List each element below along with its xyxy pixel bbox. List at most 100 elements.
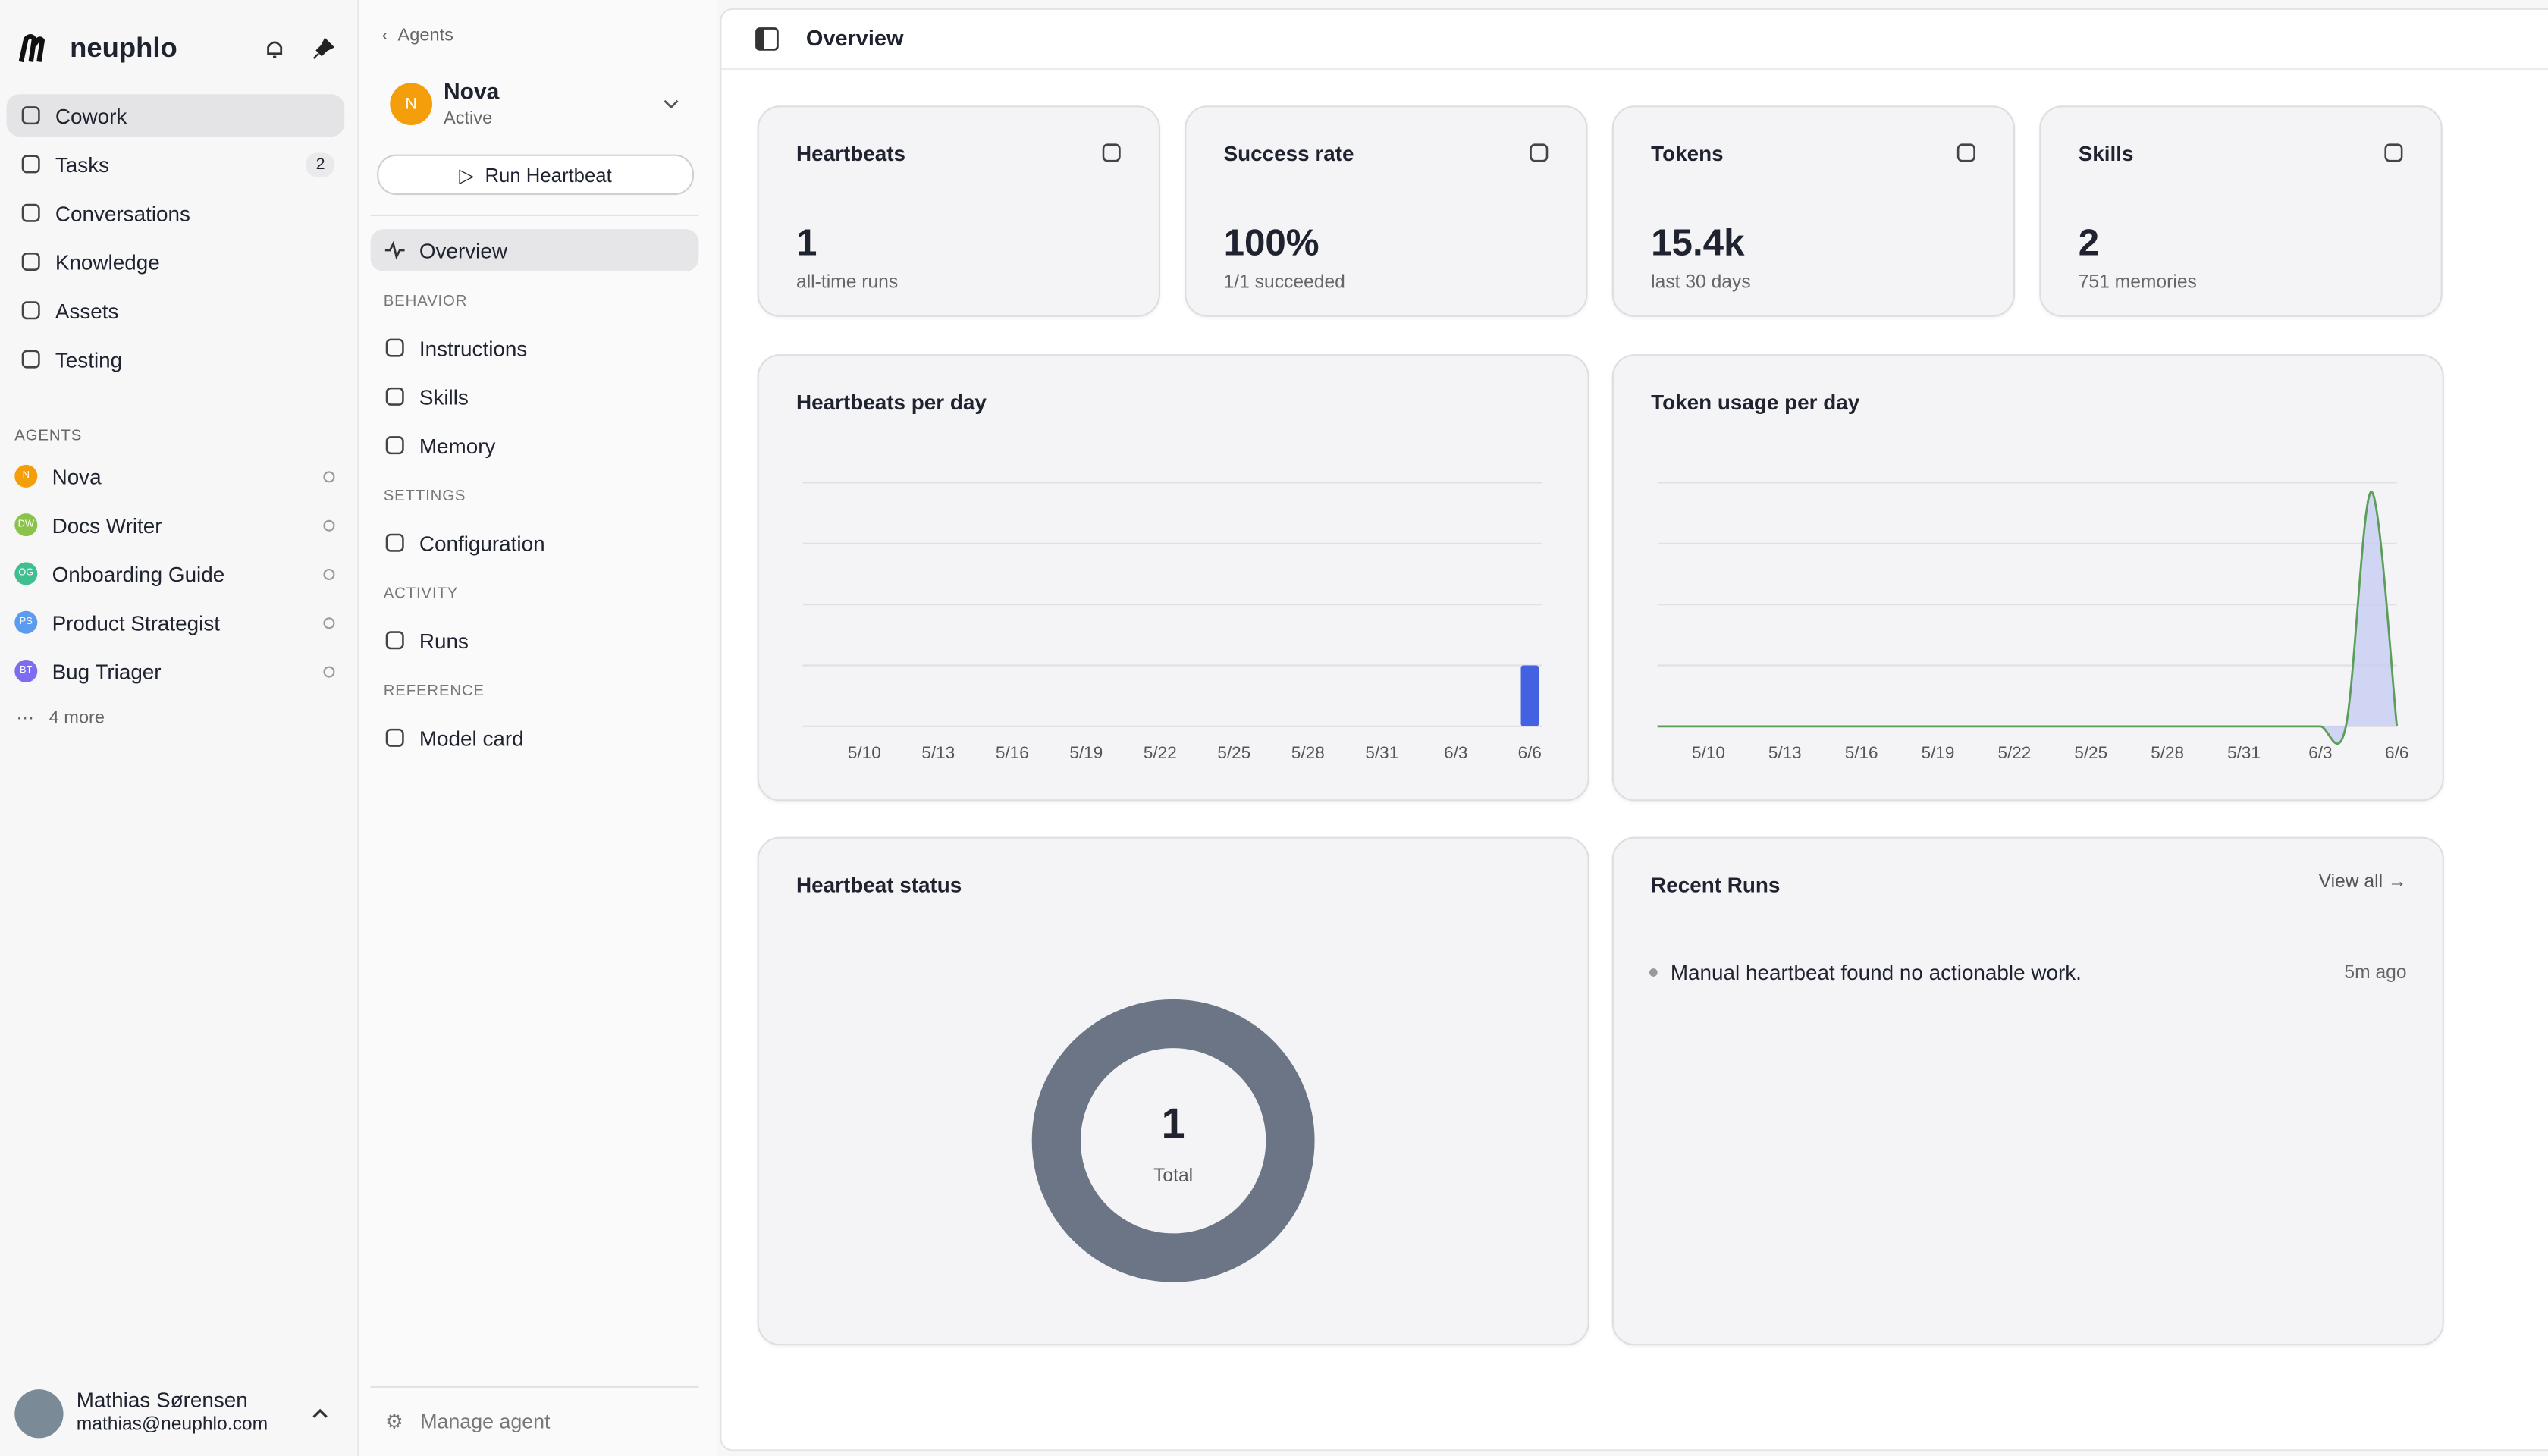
agent-avatar: DW xyxy=(14,513,38,537)
card-title: Recent Runs xyxy=(1651,872,1781,897)
recent-runs-card: Recent Runs View all → Manual heartbeat fo… xyxy=(1611,836,2444,1346)
nav-item[interactable]: Knowledge xyxy=(7,240,345,283)
nav-label: Runs xyxy=(419,628,469,653)
icon xyxy=(385,436,404,455)
icon xyxy=(385,533,404,552)
nav-badge: 2 xyxy=(306,152,335,177)
sidebar: neuphlo AGENTS ··· 4 more Mathias Sørens… xyxy=(0,0,359,1456)
icon xyxy=(21,350,40,369)
chart: 1 Total xyxy=(1031,999,1315,1282)
agent-item[interactable]: DW Docs Writer xyxy=(7,504,345,546)
pin-icon[interactable] xyxy=(312,37,335,60)
icon xyxy=(21,203,40,222)
x-tick-label: 5/13 xyxy=(1768,743,1802,762)
agent-status: Active xyxy=(444,108,493,129)
icon xyxy=(385,338,404,357)
nav-item[interactable]: Tasks 2 xyxy=(7,143,345,186)
nav-item[interactable]: Conversations xyxy=(7,192,345,234)
user-email: mathias@neuphlo.com xyxy=(76,1415,268,1436)
stat-value: 100% xyxy=(1223,221,1320,264)
stat-card: Success rate 100% 1/1 succeeded xyxy=(1185,105,1588,317)
brand: neuphlo xyxy=(70,32,177,64)
chart: 5/10 5/13 5/16 5/19 5/22 5/25 5/28 5/31 6/3 6/6 xyxy=(802,482,1542,762)
nav-label: Memory xyxy=(419,433,496,458)
section-heading: AGENTS xyxy=(14,427,83,446)
x-tick-label: 5/19 xyxy=(1069,743,1103,762)
x-tick-label: 5/22 xyxy=(1144,743,1177,762)
agent-name: Docs Writer xyxy=(52,513,162,538)
stat-value: 1 xyxy=(796,221,817,264)
stat-card: Tokens 15.4k last 30 days xyxy=(1611,105,2016,317)
run-heartbeat-button[interactable]: ▷ Run Heartbeat xyxy=(377,154,694,196)
icon-shape xyxy=(385,728,404,747)
stat-caption: all-time runs xyxy=(796,273,899,293)
bar xyxy=(1520,665,1539,726)
icon-shape xyxy=(385,631,404,650)
nav-label: Tasks xyxy=(55,152,110,177)
agent-item[interactable]: PS Product Strategist xyxy=(7,601,345,644)
nav-item[interactable]: Configuration xyxy=(371,522,709,564)
nav-label: Model card xyxy=(419,725,524,750)
donut-segment xyxy=(1031,999,1315,1282)
nav-item[interactable]: Model card xyxy=(371,717,709,759)
user-menu[interactable]: Mathias Sørensen mathias@neuphlo.com xyxy=(0,1375,357,1456)
divider xyxy=(370,1385,699,1388)
run-row[interactable]: Manual heartbeat found no actionable wor… xyxy=(1649,960,2407,985)
icon xyxy=(1102,143,1121,162)
stat-value: 15.4k xyxy=(1651,221,1745,264)
icon xyxy=(385,728,404,747)
run-dot xyxy=(1649,968,1658,977)
back-link[interactable]: ‹ Agents xyxy=(381,26,453,46)
nav-label: Conversations xyxy=(55,200,190,225)
nav-label: Assets xyxy=(55,298,119,323)
icon xyxy=(384,240,405,260)
agent-item[interactable]: BT Bug Triager xyxy=(7,650,345,692)
view-all-link[interactable]: View all → xyxy=(2318,872,2407,893)
stat-caption: 751 memories xyxy=(2078,273,2197,293)
status-dot xyxy=(323,519,335,531)
agent-name: Nova xyxy=(444,77,500,105)
agent-switch[interactable] xyxy=(661,96,681,111)
bell-icon[interactable] xyxy=(263,37,286,60)
x-tick-label: 5/13 xyxy=(921,743,955,762)
toggle-sidebar[interactable] xyxy=(754,26,780,52)
stat-caption: 1/1 succeeded xyxy=(1223,273,1345,293)
icon-shape xyxy=(21,155,40,174)
user-name: Mathias Sørensen xyxy=(76,1388,248,1413)
page-title: Overview xyxy=(805,26,904,51)
nav-item-active[interactable]: Overview xyxy=(370,229,699,271)
x-tick-label: 6/6 xyxy=(2385,743,2408,762)
chart-title: Heartbeat status xyxy=(796,872,962,897)
chart-title: Token usage per day xyxy=(1651,390,1860,415)
icon xyxy=(21,301,40,320)
agent-item[interactable]: OG Onboarding Guide xyxy=(7,553,345,595)
nav-item[interactable]: Assets xyxy=(7,289,345,331)
status-dot xyxy=(323,665,335,677)
nav-item[interactable]: Testing xyxy=(7,338,345,381)
more-agents[interactable]: ··· 4 more xyxy=(16,708,105,728)
agent-name: Product Strategist xyxy=(52,610,220,635)
nav-label: Testing xyxy=(55,347,123,372)
nav-item[interactable]: Cowork xyxy=(6,94,345,136)
agent-item[interactable]: N Nova xyxy=(7,455,345,497)
agent-name: Bug Triager xyxy=(52,658,162,684)
nav-item[interactable]: Runs xyxy=(371,619,709,661)
nav-item[interactable]: Memory xyxy=(371,424,709,466)
chart-card: Token usage per day 5/10 5/13 5/16 5/19 5/22 5… xyxy=(1611,354,2444,802)
icon xyxy=(21,252,40,271)
x-tick-label: 5/22 xyxy=(1998,743,2032,762)
stat-label: Tokens xyxy=(1651,141,1724,166)
icon xyxy=(385,387,404,406)
chart: 5/10 5/13 5/16 5/19 5/22 5/25 5/28 5/31 6/3 6/6 xyxy=(1657,482,2408,762)
agent-avatar: N xyxy=(14,464,38,488)
icon xyxy=(1956,143,1975,162)
icon-shape xyxy=(21,252,40,271)
x-tick-label: 5/10 xyxy=(1692,743,1725,762)
manage-agent[interactable]: ⚙ Manage agent xyxy=(384,1410,551,1433)
nav-item[interactable]: Instructions xyxy=(371,327,709,369)
nav-item[interactable]: Skills xyxy=(371,375,709,418)
icon-shape xyxy=(2384,143,2403,162)
divider xyxy=(370,214,699,216)
icon xyxy=(1530,143,1549,162)
